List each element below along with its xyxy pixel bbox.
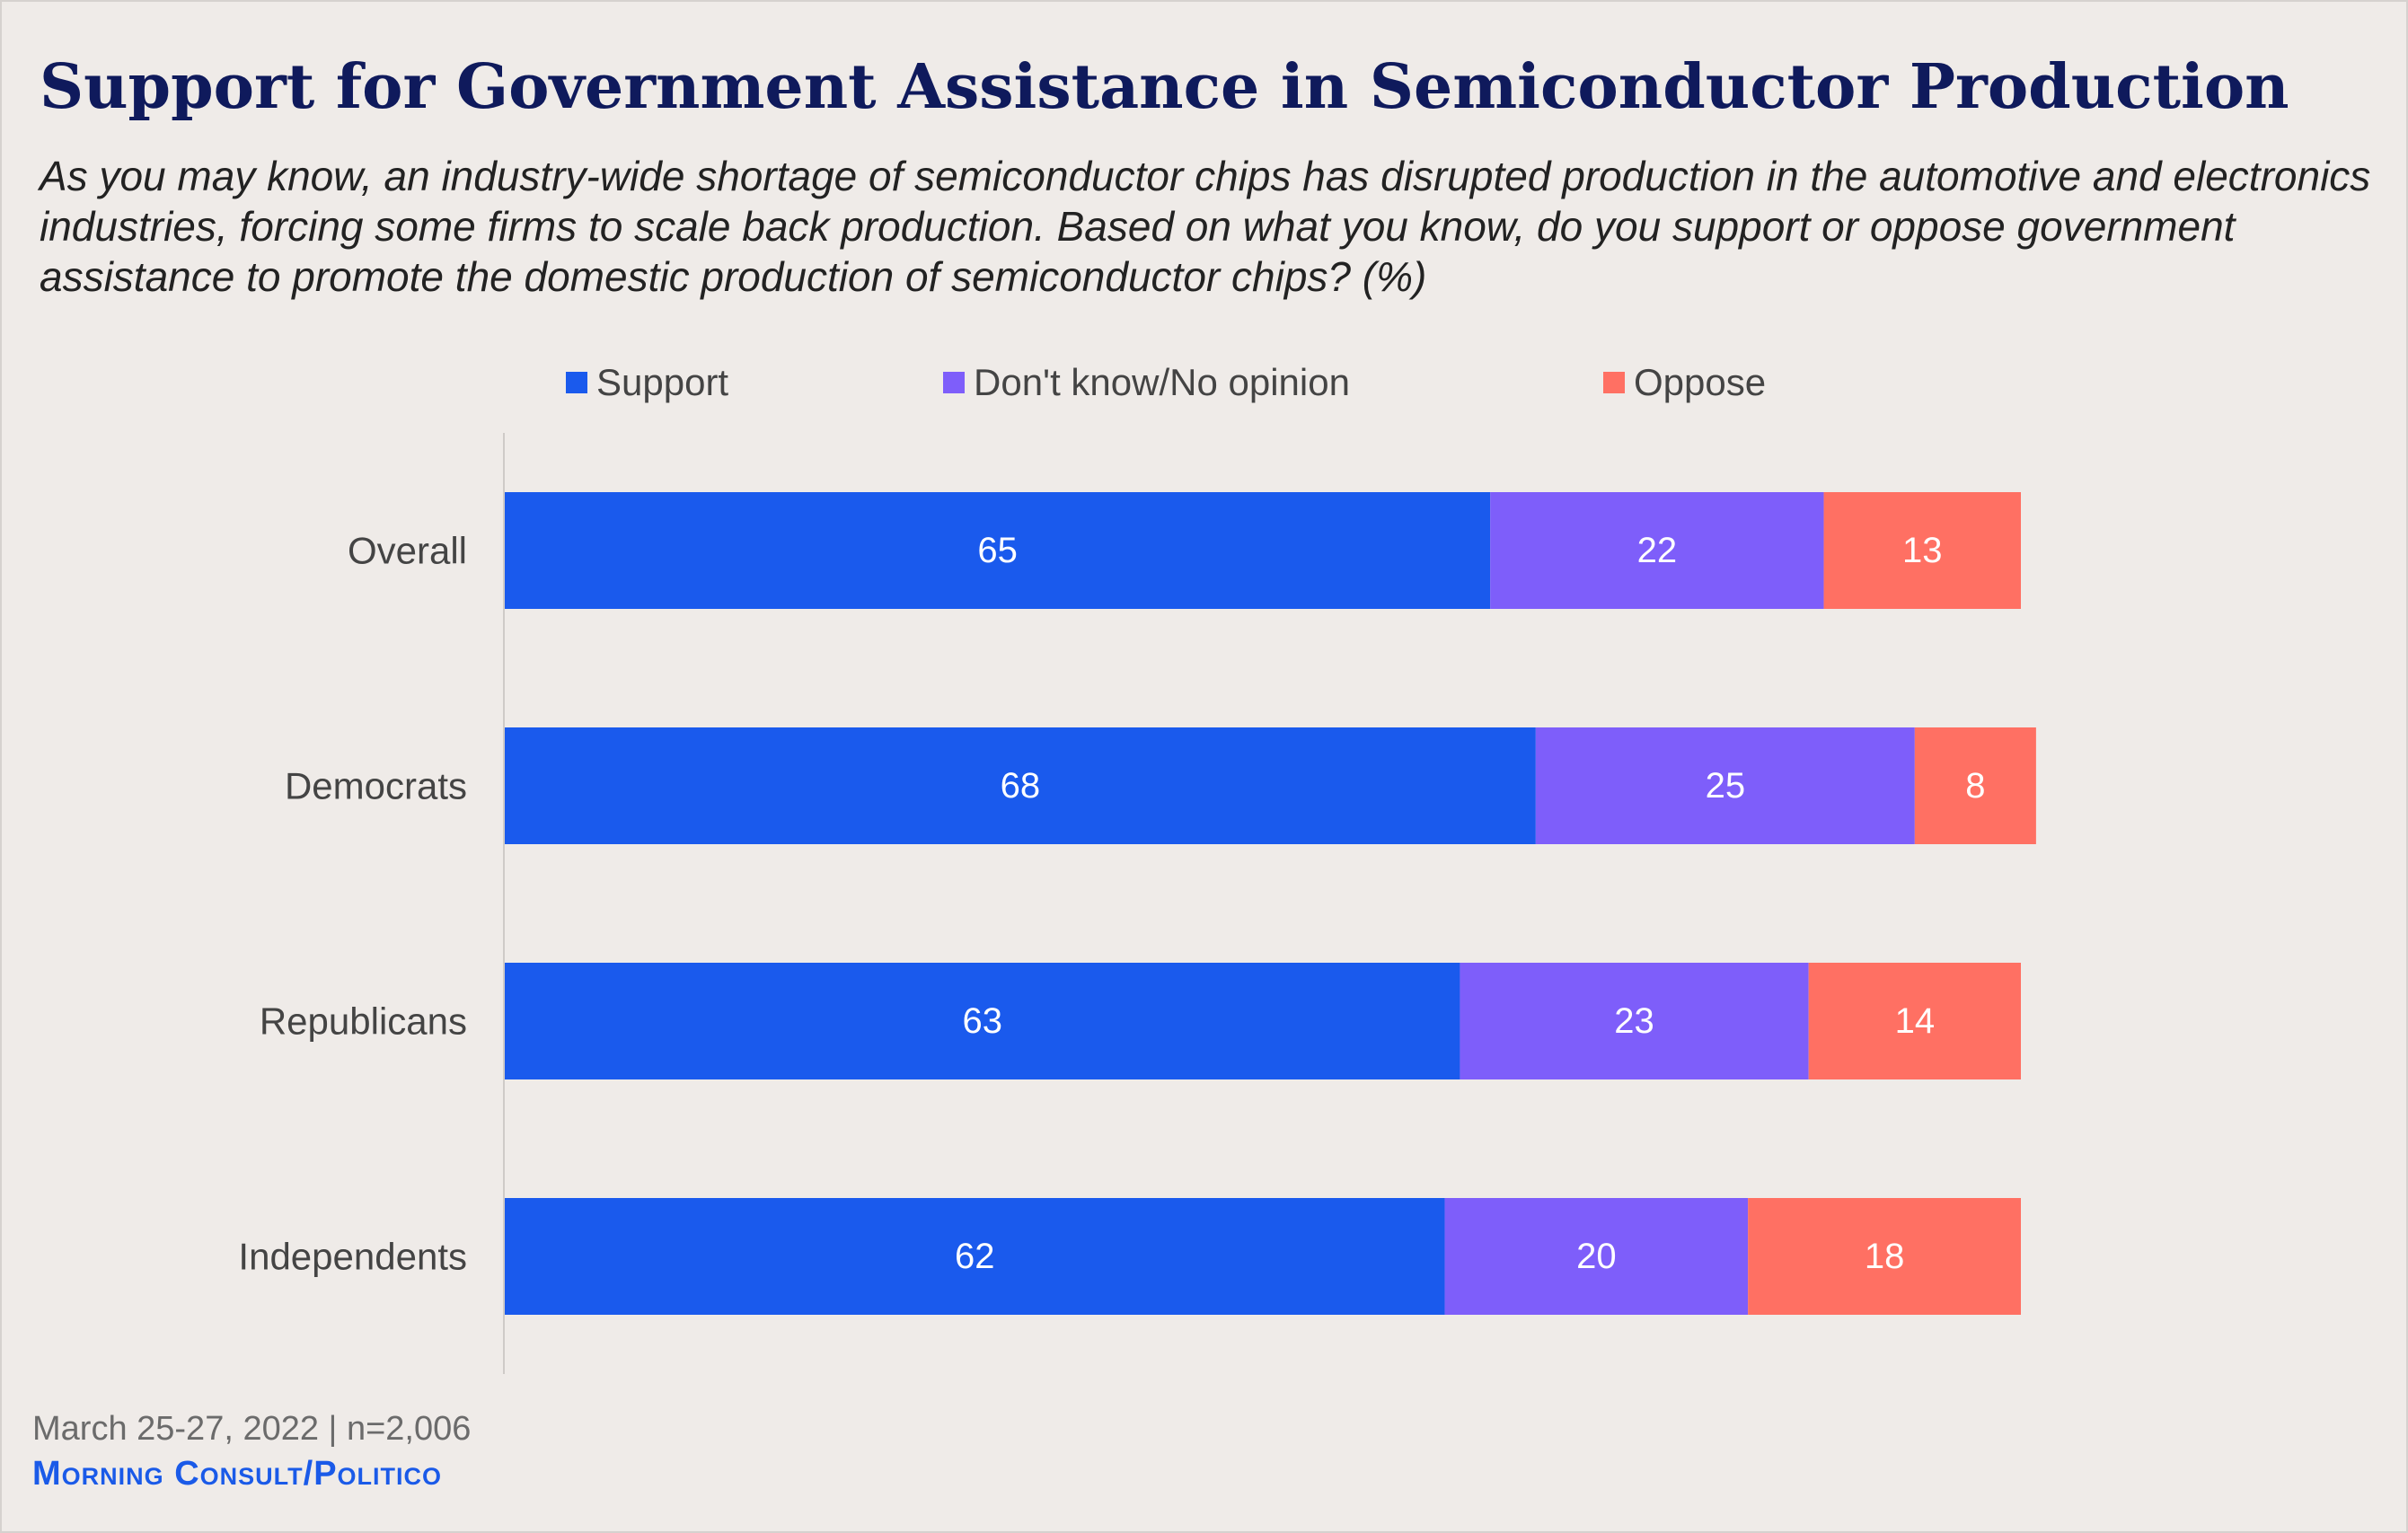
bar-republicans-series-0	[505, 963, 1460, 1079]
data-label-independents-series-1: 20	[1576, 1237, 1617, 1276]
data-label-democrats-series-0: 68	[1001, 766, 1041, 806]
bar-overall-series-2	[1823, 492, 2021, 609]
category-label-republicans: Republicans	[260, 1000, 467, 1043]
bar-democrats-series-0	[505, 727, 1536, 844]
data-label-democrats-series-2: 8	[1965, 766, 1985, 806]
bar-independents-series-0	[505, 1198, 1445, 1315]
category-label-independents: Independents	[238, 1236, 467, 1278]
data-label-overall-series-1: 22	[1637, 531, 1678, 570]
data-label-overall-series-2: 13	[1902, 531, 1943, 570]
legend-swatch-0	[566, 372, 587, 393]
chart-subtitle: As you may know, an industry-wide shorta…	[40, 153, 2371, 300]
bar-republicans-series-2	[1808, 963, 2021, 1079]
legend-label-0: Support	[596, 361, 729, 403]
chart-title: Support for Government Assistance in Sem…	[40, 51, 2289, 123]
category-label-overall: Overall	[348, 530, 467, 572]
legend-swatch-2	[1603, 372, 1625, 393]
data-label-republicans-series-0: 63	[962, 1001, 1002, 1041]
legend-item-1: Don't know/No opinion	[943, 356, 1350, 410]
legend-label-1: Don't know/No opinion	[974, 361, 1350, 403]
data-label-independents-series-2: 18	[1865, 1237, 1905, 1276]
category-label-democrats: Democrats	[285, 765, 467, 807]
footer-date-sample: March 25-27, 2022 | n=2,006	[32, 1410, 472, 1448]
data-label-republicans-series-2: 14	[1895, 1001, 1936, 1041]
bar-independents-series-2	[1748, 1198, 2021, 1315]
legend: Support Don't know/No opinion Oppose	[0, 356, 2408, 410]
legend-swatch-1	[943, 372, 965, 393]
data-label-republicans-series-1: 23	[1614, 1001, 1654, 1041]
data-label-overall-series-0: 65	[977, 531, 1018, 570]
data-label-democrats-series-1: 25	[1706, 766, 1746, 806]
data-label-independents-series-0: 62	[955, 1237, 995, 1276]
bar-democrats-series-2	[1914, 727, 2036, 844]
bar-democrats-series-1	[1535, 727, 1915, 844]
bar-overall-series-1	[1490, 492, 1824, 609]
legend-item-0: Support	[566, 356, 728, 410]
bar-republicans-series-1	[1460, 963, 1809, 1079]
footer-source: Morning Consult/Politico	[32, 1455, 443, 1493]
legend-item-2: Oppose	[1603, 356, 1766, 410]
bar-overall-series-0	[505, 492, 1491, 609]
legend-label-2: Oppose	[1634, 361, 1767, 403]
bar-independents-series-1	[1444, 1198, 1749, 1315]
